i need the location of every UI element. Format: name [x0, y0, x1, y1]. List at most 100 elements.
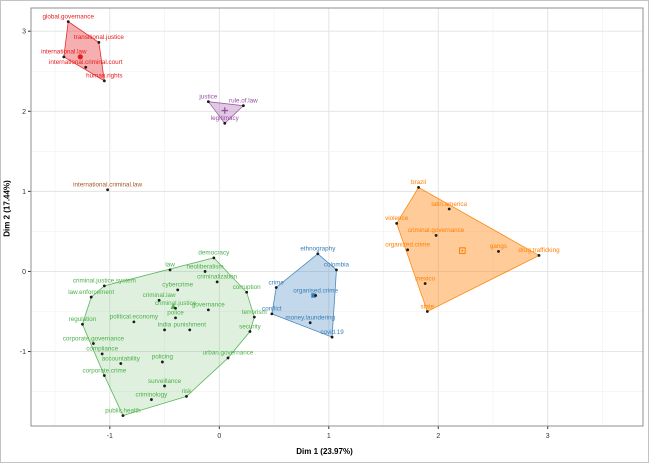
x-tick-label: -1 — [107, 433, 113, 440]
point-label: international.criminal.court — [49, 59, 123, 66]
data-point — [417, 185, 420, 189]
point-label: political.economy — [110, 314, 159, 321]
point-label: urban.governance — [203, 350, 254, 357]
data-point — [97, 41, 101, 44]
data-point — [188, 328, 192, 332]
data-point — [119, 362, 123, 365]
data-point — [150, 398, 153, 401]
cluster-centroid-red — [77, 54, 83, 60]
point-label: corporate.crime — [82, 367, 126, 374]
data-point — [84, 65, 88, 69]
point-label: international.law — [41, 49, 87, 56]
data-point — [212, 256, 216, 260]
data-point — [168, 268, 172, 272]
cluster-centroid-orange — [459, 247, 466, 254]
y-tick-label: 3 — [22, 29, 26, 36]
data-point — [434, 234, 438, 237]
x-tick-label: 0 — [217, 433, 221, 440]
data-point — [223, 121, 227, 125]
data-point — [163, 328, 166, 332]
point-label: policing — [152, 354, 174, 361]
data-point — [176, 288, 180, 292]
point-label: india — [158, 322, 172, 329]
data-point — [160, 360, 164, 364]
point-label: violence — [385, 215, 409, 222]
point-label: international.criminal.law — [73, 182, 142, 189]
point-label: criminalization — [197, 274, 237, 281]
data-point — [203, 270, 207, 273]
y-tick-label: 0 — [22, 269, 26, 276]
panel-border — [30, 7, 644, 427]
data-point — [226, 356, 230, 360]
point-label: law — [165, 262, 175, 269]
cluster-centroid-purple — [221, 107, 228, 114]
data-point — [314, 294, 318, 297]
x-tick-label: 2 — [436, 433, 440, 440]
plot-panel — [31, 8, 643, 426]
point-label: security — [239, 323, 262, 330]
point-label: rule.of.law — [229, 97, 258, 104]
y-axis-title: Dim 2 (17.44%) — [2, 179, 12, 237]
data-point — [447, 207, 451, 211]
point-label: ethnography — [300, 246, 336, 253]
point-label: mexico — [415, 275, 435, 282]
data-point — [81, 322, 84, 326]
y-tick-label: 1 — [22, 189, 26, 196]
y-tick-label: 2 — [22, 109, 26, 116]
data-point — [132, 320, 136, 324]
point-label: public.health — [105, 407, 141, 414]
point-label: corporate.governance — [63, 335, 125, 342]
point-label: drug.trafficking — [518, 247, 560, 254]
point-label: money.laundering — [285, 315, 335, 322]
point-label: gangs — [490, 243, 507, 250]
data-point — [102, 284, 106, 288]
point-label: corruption — [233, 284, 261, 291]
x-axis-title: Dim 1 (23.97%) — [296, 447, 353, 456]
point-label: criminal.justice.system — [73, 278, 136, 285]
data-point — [100, 352, 104, 356]
point-label: cybercrime — [162, 282, 193, 289]
data-point — [335, 268, 338, 272]
x-tick-label: 3 — [546, 433, 550, 440]
point-label: criminal.law — [143, 292, 176, 299]
data-point — [163, 384, 166, 388]
data-point — [274, 286, 278, 289]
point-label: latin.america — [431, 201, 467, 208]
cluster-hull-purple — [207, 101, 245, 124]
point-label: law.enforcement — [68, 289, 114, 296]
data-point — [62, 55, 66, 59]
point-label: surveillance — [148, 378, 182, 385]
data-point — [316, 252, 320, 256]
point-label: covid.19 — [320, 329, 344, 336]
point-label: regulation — [69, 316, 97, 323]
data-point — [241, 104, 245, 108]
point-label: brazil — [411, 179, 426, 186]
data-point — [245, 290, 249, 294]
point-label: conflict — [262, 306, 282, 313]
cluster-hull-green — [82, 257, 255, 417]
data-point — [248, 330, 252, 333]
data-point — [206, 308, 210, 312]
data-point — [66, 20, 70, 24]
point-label: crime — [269, 279, 285, 286]
data-point — [252, 315, 256, 319]
cluster-hull-blue — [271, 253, 337, 338]
point-label: criminal.governance — [408, 227, 465, 234]
data-point — [174, 306, 177, 310]
point-label: risk — [182, 388, 193, 395]
point-label: criminology — [135, 391, 168, 398]
point-label: neoliberalism — [187, 263, 224, 270]
point-label: police — [167, 310, 184, 317]
data-point — [406, 248, 410, 252]
point-label: justice — [198, 93, 217, 100]
point-label: legitimacy — [211, 115, 240, 122]
point-label: accountability — [102, 355, 141, 362]
point-label: organized.crime — [385, 242, 430, 249]
point-label: governance — [192, 302, 225, 309]
data-point — [185, 394, 188, 398]
data-point — [102, 79, 106, 83]
data-point — [423, 282, 427, 285]
point-label: global.governance — [42, 13, 94, 20]
point-label: state — [420, 303, 434, 310]
